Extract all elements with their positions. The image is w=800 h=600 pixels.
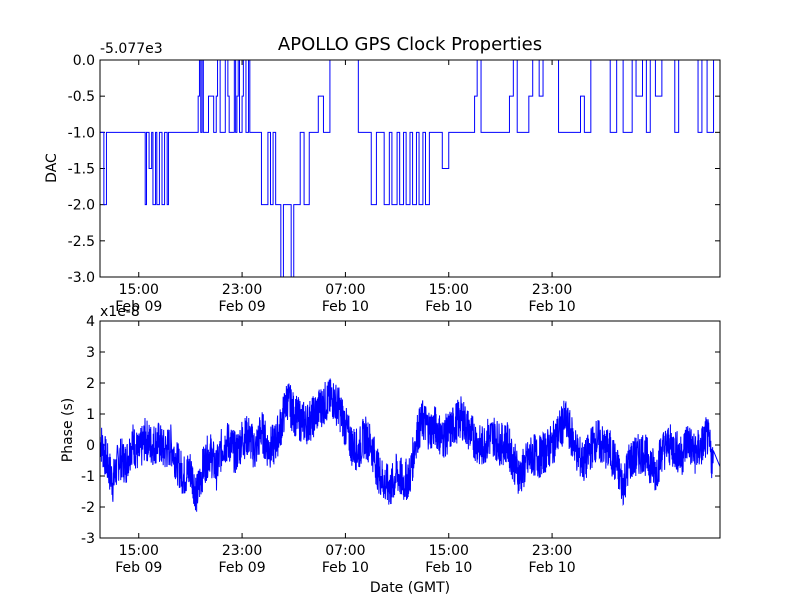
x-tick-time-label: 23:00 [222, 282, 262, 298]
y-tick-label: 2 [86, 376, 95, 392]
dac-y-ticks: 0.0 -0.5 -1.0 -1.5 -2.0 -2.5 -3.0 [68, 53, 720, 286]
y-tick-label: -0.5 [68, 89, 95, 105]
y-tick-label: -1.0 [68, 125, 95, 141]
dac-series-line [100, 59, 720, 278]
y-tick-label: 3 [86, 345, 95, 361]
phase-y-ticks: 4 3 2 1 0 -1 -2 -3 [81, 314, 720, 547]
x-tick-date-label: Feb 10 [322, 299, 369, 315]
x-tick-time-label: 15:00 [429, 543, 469, 559]
y-tick-label: -2.5 [68, 234, 95, 250]
dac-panel: -5.077e3 DAC 0.0 -0.5 -1.0 -1.5 -2.0 -2.5 -3.0… [44, 41, 721, 315]
y-tick-label: 0 [86, 438, 95, 454]
x-tick-time-label: 23:00 [222, 543, 262, 559]
phase-axes-frame [99, 320, 721, 539]
x-axis-label: Date (GMT) [370, 580, 450, 596]
x-tick-date-label: Feb 09 [115, 299, 162, 315]
y-tick-label: -1 [81, 469, 95, 485]
x-tick-date-label: Feb 10 [322, 560, 369, 576]
dac-axes-frame [99, 59, 721, 278]
x-tick-date-label: Feb 10 [425, 299, 472, 315]
x-tick-time-label: 07:00 [325, 543, 365, 559]
dac-offset-label: -5.077e3 [100, 41, 163, 57]
y-tick-label: -3.0 [68, 270, 95, 286]
x-tick-date-label: Feb 10 [529, 299, 576, 315]
phase-offset-label: x1e-8 [100, 304, 140, 320]
y-tick-label: 0.0 [73, 53, 95, 69]
y-tick-label: -2 [81, 500, 95, 516]
y-tick-label: 1 [86, 407, 95, 423]
x-tick-date-label: Feb 10 [425, 560, 472, 576]
y-tick-label: -3 [81, 531, 95, 547]
x-tick-time-label: 23:00 [532, 282, 572, 298]
x-tick-time-label: 15:00 [429, 282, 469, 298]
dac-y-axis-label: DAC [44, 153, 60, 183]
chart-title: APOLLO GPS Clock Properties [278, 34, 542, 55]
x-tick-time-label: 07:00 [325, 282, 365, 298]
x-tick-time-label: 15:00 [119, 282, 159, 298]
y-tick-label: -1.5 [68, 162, 95, 178]
x-tick-time-label: 23:00 [532, 543, 572, 559]
x-tick-date-label: Feb 10 [529, 560, 576, 576]
x-tick-date-label: Feb 09 [115, 560, 162, 576]
x-tick-date-label: Feb 09 [219, 299, 266, 315]
y-tick-label: -2.0 [68, 198, 95, 214]
y-tick-label: 4 [86, 314, 95, 330]
x-tick-date-label: Feb 09 [219, 560, 266, 576]
x-tick-time-label: 15:00 [119, 543, 159, 559]
phase-series-line [99, 378, 721, 512]
phase-y-axis-label: Phase (s) [60, 398, 76, 462]
